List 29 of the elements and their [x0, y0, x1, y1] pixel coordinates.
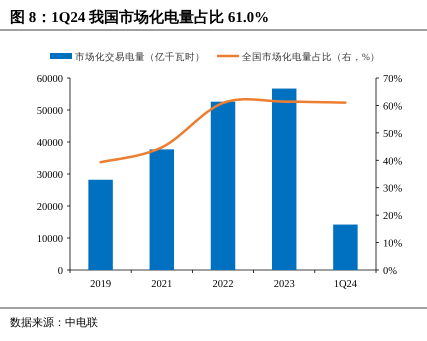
y-tick-label: 60000 — [36, 74, 63, 85]
y-tick-label: 50000 — [36, 106, 63, 117]
y2-tick-label: 70% — [383, 74, 402, 85]
bar — [88, 180, 113, 270]
bar — [150, 149, 174, 270]
y-tick-label: 40000 — [36, 138, 63, 149]
y2-tick-label: 40% — [383, 156, 402, 168]
y2-tick-label: 50% — [383, 128, 402, 140]
legend-label: 市场化交易电量（亿千瓦时） — [75, 51, 205, 63]
y2-tick-label: 60% — [383, 101, 402, 112]
x-tick-label: 2019 — [90, 279, 112, 290]
y2-tick-label: 10% — [383, 238, 402, 250]
y-tick-label: 0 — [58, 266, 63, 277]
y-tick-label: 10000 — [36, 234, 63, 245]
y-tick-label: 20000 — [36, 202, 63, 213]
bar — [272, 88, 296, 270]
y2-tick-label: 20% — [383, 211, 402, 222]
bar — [210, 102, 236, 270]
x-tick-label: 2023 — [274, 279, 295, 290]
x-tick-label: 2022 — [212, 279, 234, 290]
y2-tick-label: 0% — [383, 266, 398, 277]
source-note: 数据来源：中电联 — [10, 316, 98, 329]
legend-label: 全国市场化电量占比（右，%） — [242, 51, 380, 63]
y-tick-label: 30000 — [36, 170, 63, 181]
y2-tick-label: 30% — [383, 184, 402, 195]
x-tick-label: 1Q24 — [334, 279, 358, 290]
x-tick-label: 2021 — [151, 279, 172, 290]
bar — [333, 224, 358, 270]
chart-title: 图 8：1Q24 我国市场化电量占比 61.0% — [10, 8, 270, 26]
